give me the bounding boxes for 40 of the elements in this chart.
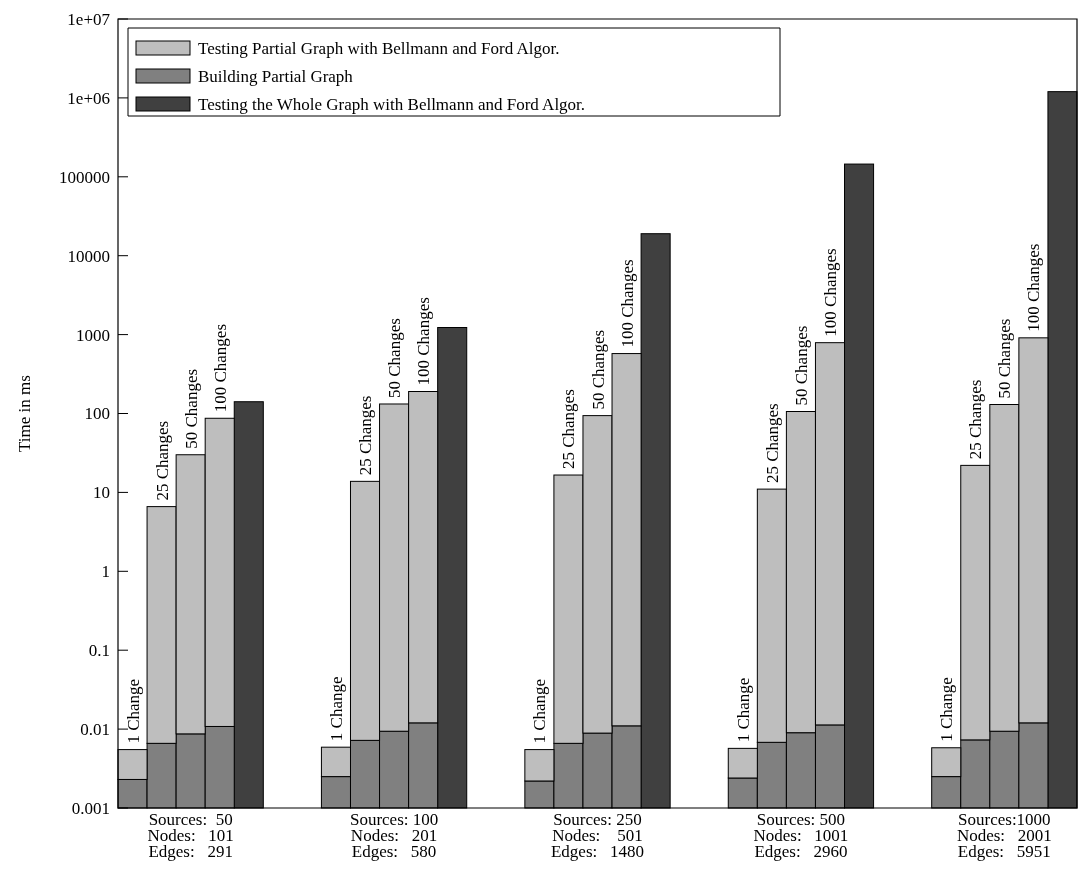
y-tick-label: 0.001	[71, 798, 110, 818]
annotation: 50 Changes	[181, 368, 201, 449]
annotation: 1 Change	[326, 676, 346, 742]
legend-label: Testing the Whole Graph with Bellmann and Ford Algor.	[198, 94, 586, 114]
y-tick-label: 1e+06	[67, 88, 110, 108]
annotation: 25 Changes	[966, 379, 986, 460]
annotation: 50 Changes	[791, 325, 811, 406]
y-tick-label: 1000	[76, 325, 110, 345]
y-tick-label: 10000	[67, 246, 110, 266]
legend-label: Building Partial Graph	[198, 66, 354, 86]
annotation: 100 Changes	[414, 297, 434, 386]
annotation: 1 Change	[937, 677, 957, 742]
annotation: 25 Changes	[356, 395, 376, 476]
annotation: 50 Changes	[588, 329, 608, 410]
y-tick-label: 0.01	[80, 720, 110, 740]
annotation: 1 Change	[123, 678, 143, 744]
annotation: 1 Change	[530, 678, 550, 744]
y-tick-label: 0.1	[88, 641, 110, 661]
y-tick-label: 10	[93, 483, 110, 503]
annotation: 100 Changes	[617, 259, 637, 348]
legend-label: Testing Partial Graph with Bellmann and Ford Algor.	[198, 38, 560, 58]
x-tick-label: Sources: 100 Nodes: 201 Edges: 580	[349, 810, 439, 861]
annotation: 25 Changes	[559, 389, 579, 470]
annotation: 100 Changes	[210, 323, 230, 413]
annotation: 25 Changes	[762, 403, 782, 484]
x-tick-label: Sources: 250 Nodes: 501 Edges: 1480	[550, 810, 645, 861]
y-tick-label: 1	[101, 562, 110, 582]
x-tick-label: Sources:1000 Nodes: 2001 Edges: 5951	[956, 810, 1052, 861]
annotation: 100 Changes	[820, 248, 840, 337]
annotation: 1 Change	[733, 677, 753, 743]
x-tick-label: Sources: 50 Nodes: 101 Edges: 291	[147, 810, 234, 861]
annotation: 50 Changes	[995, 318, 1015, 399]
annotation: 25 Changes	[152, 420, 172, 501]
annotation: 100 Changes	[1024, 243, 1044, 332]
y-axis-title: Time in ms	[15, 375, 34, 452]
annotation: 50 Changes	[385, 318, 405, 398]
y-tick-label: 100	[84, 404, 110, 424]
y-tick-label: 1e+07	[67, 9, 111, 29]
y-tick-label: 100000	[59, 167, 110, 187]
x-tick-label: Sources: 500 Nodes: 1001 Edges: 2960	[753, 810, 849, 861]
